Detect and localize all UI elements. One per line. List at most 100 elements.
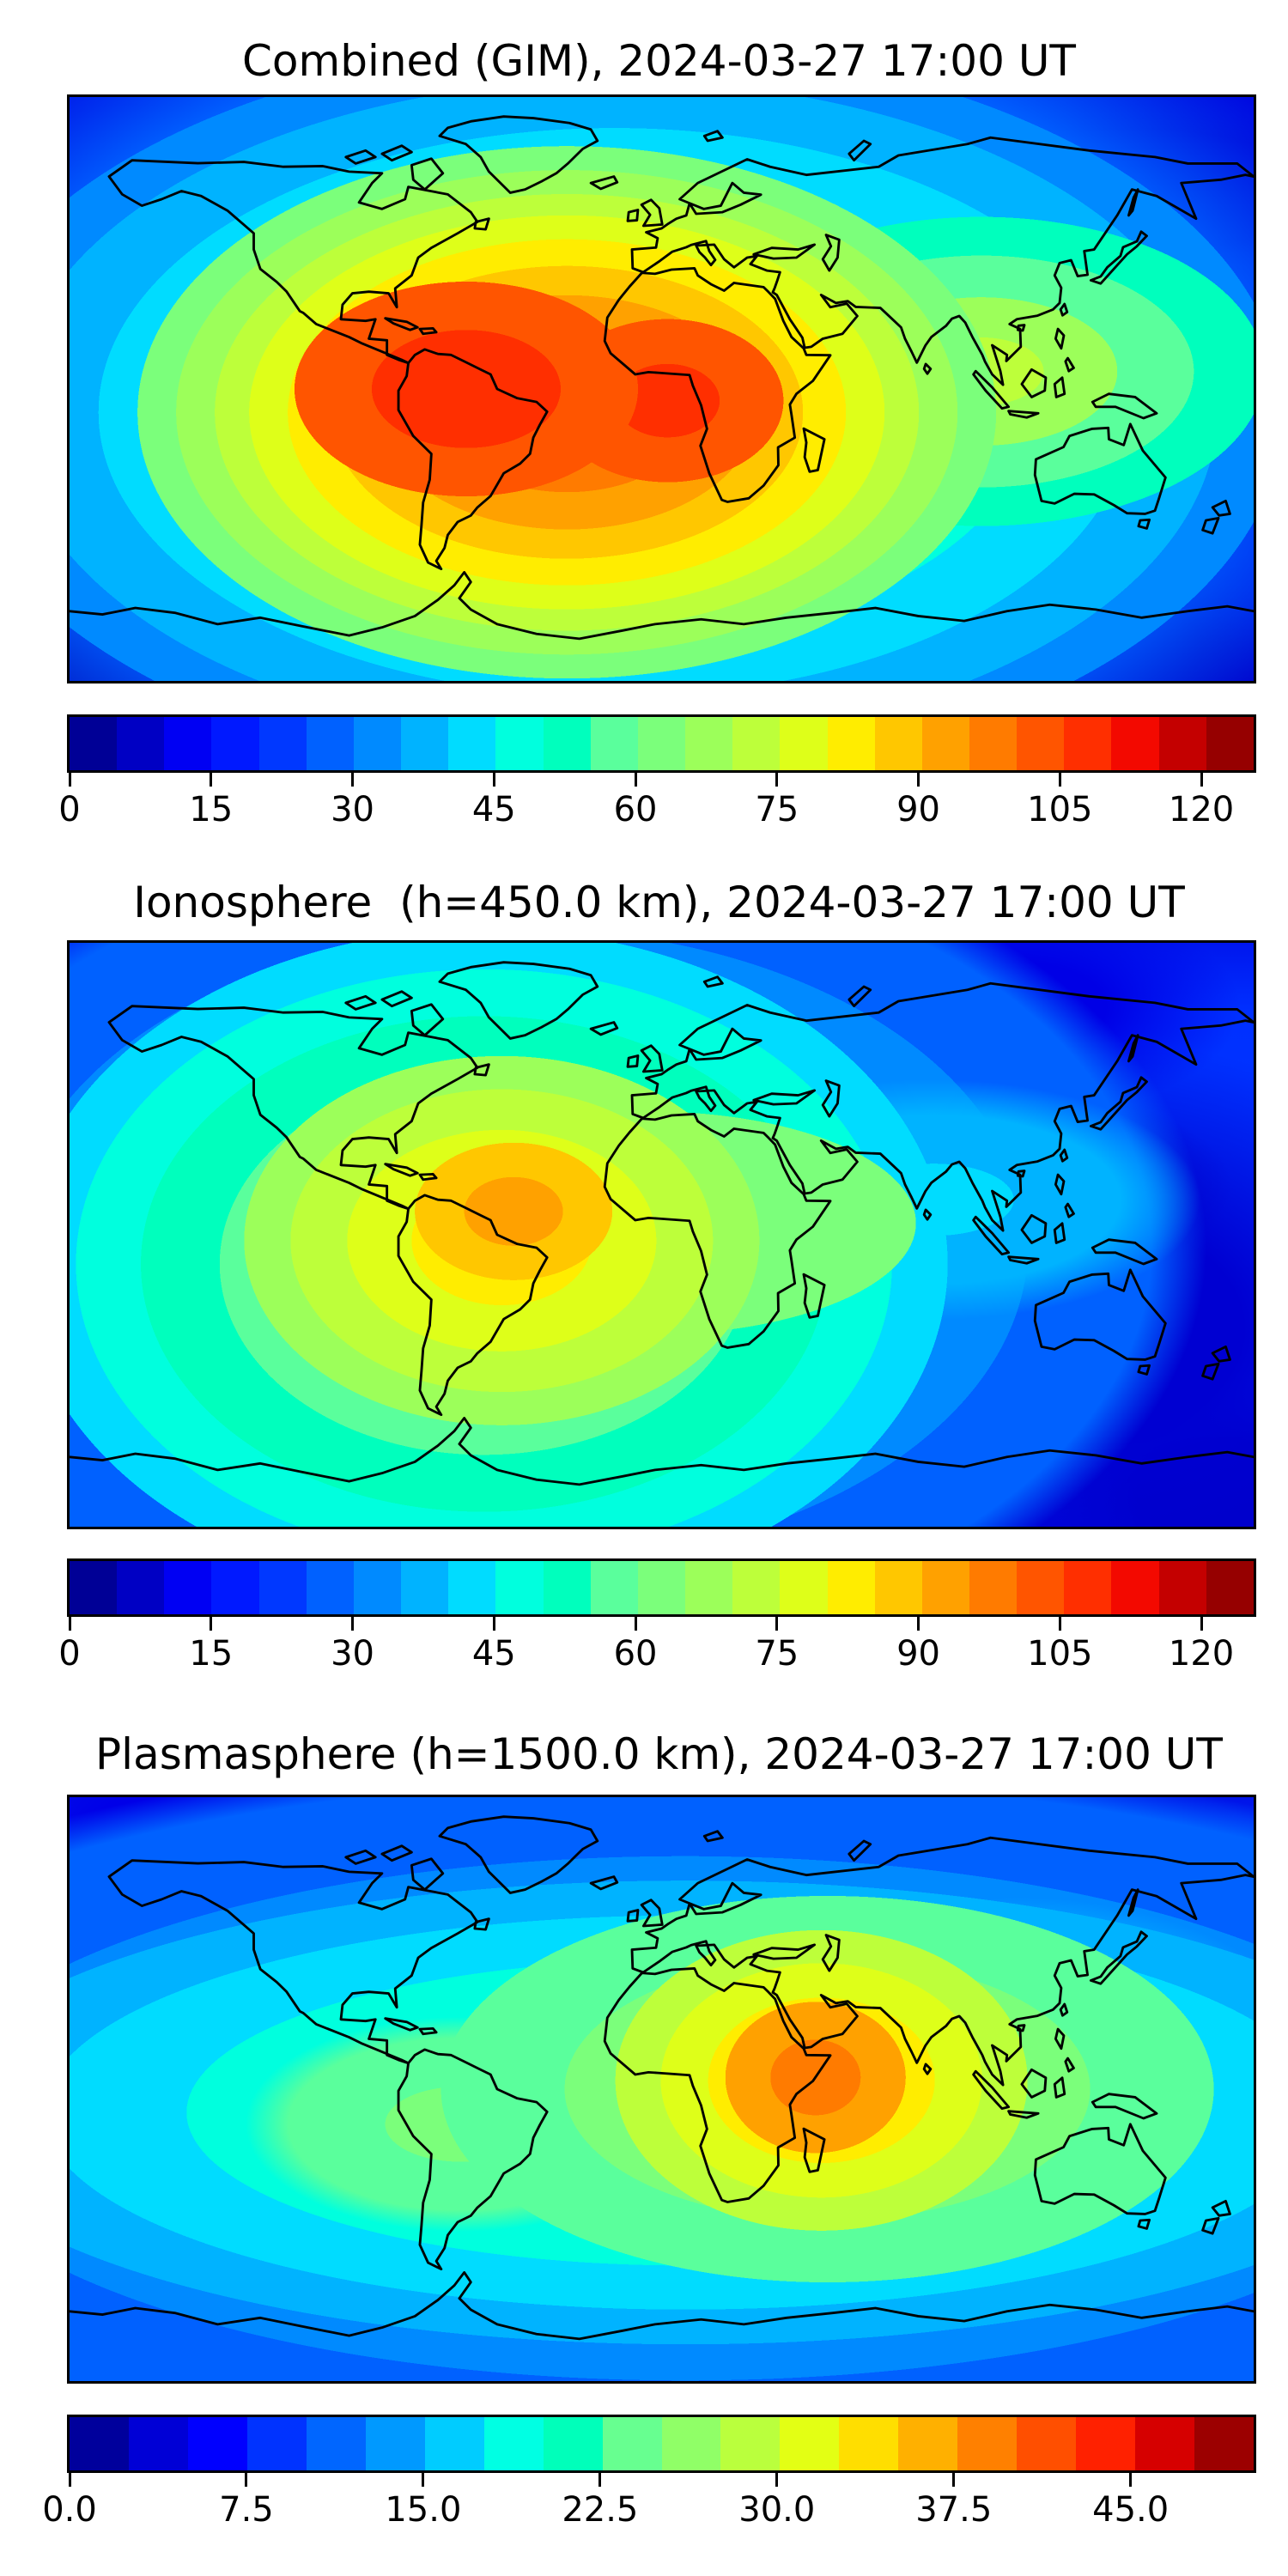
colorbar-segment bbox=[602, 2417, 662, 2470]
colorbar-tick bbox=[917, 1617, 920, 1631]
colorbar-segment bbox=[306, 1561, 354, 1614]
colorbar-segment bbox=[720, 2417, 781, 2470]
coastlines-overlay bbox=[70, 115, 1254, 641]
colorbar-tick-label: 45 bbox=[471, 790, 516, 829]
colorbar-segment bbox=[1017, 717, 1065, 770]
colorbar-segment bbox=[306, 2417, 366, 2470]
colorbar-tick bbox=[1200, 1617, 1203, 1631]
colorbar-tick-label: 120 bbox=[1168, 1634, 1235, 1674]
colorbar-tick bbox=[68, 1617, 71, 1631]
colorbar-tick bbox=[492, 773, 495, 787]
colorbar-tick-label: 60 bbox=[613, 790, 658, 829]
colorbar-segment bbox=[353, 1561, 402, 1614]
coastlines-overlay bbox=[70, 1815, 1254, 2341]
colorbar-segment bbox=[969, 1561, 1018, 1614]
colorbar-segment bbox=[353, 717, 402, 770]
colorbar-segment bbox=[732, 717, 781, 770]
colorbar-tick bbox=[210, 1617, 213, 1631]
colorbar-tick-label: 15 bbox=[189, 790, 234, 829]
colorbar-tick-label: 15 bbox=[189, 1634, 234, 1674]
colorbar-segment bbox=[921, 1561, 969, 1614]
colorbar-segment bbox=[1194, 2417, 1255, 2470]
colorbar-segment bbox=[70, 717, 118, 770]
colorbar-segment bbox=[258, 1561, 307, 1614]
colorbar-segment bbox=[827, 1561, 875, 1614]
colorbar-tick-label: 45 bbox=[471, 1634, 516, 1674]
colorbar-segment bbox=[483, 2417, 544, 2470]
colorbar-segment bbox=[898, 2417, 958, 2470]
map-ionosphere bbox=[67, 940, 1256, 1529]
colorbar-segment bbox=[874, 1561, 922, 1614]
colorbar-tick bbox=[917, 773, 920, 787]
map-plasmasphere bbox=[67, 1795, 1256, 2384]
colorbar-segment bbox=[117, 1561, 165, 1614]
colorbar-segment bbox=[164, 717, 212, 770]
colorbar-segment bbox=[780, 1561, 828, 1614]
colorbar-tick bbox=[775, 773, 779, 787]
colorbar-segment bbox=[780, 2417, 840, 2470]
colorbar-tick-label: 60 bbox=[613, 1634, 658, 1674]
colorbar-plasmasphere bbox=[67, 2415, 1256, 2473]
colorbar-segment bbox=[187, 2417, 247, 2470]
colorbar-tick-label: 90 bbox=[896, 1634, 940, 1674]
colorbar-segment bbox=[1158, 1561, 1206, 1614]
colorbar-segment bbox=[246, 2417, 307, 2470]
colorbar-segment bbox=[969, 717, 1018, 770]
colorbar-segment bbox=[306, 717, 354, 770]
colorbar-tick bbox=[210, 773, 213, 787]
colorbar-segment bbox=[685, 717, 733, 770]
colorbar-segment bbox=[365, 2417, 425, 2470]
colorbar-segment bbox=[117, 717, 165, 770]
colorbar-tick bbox=[1129, 2473, 1133, 2487]
colorbar-segment bbox=[70, 1561, 118, 1614]
colorbar-tick-label: 0 bbox=[58, 790, 81, 829]
colorbar-tick bbox=[351, 773, 355, 787]
colorbar-ionosphere bbox=[67, 1558, 1256, 1617]
colorbar-tick-label: 7.5 bbox=[219, 2490, 274, 2530]
colorbar-segment bbox=[258, 717, 307, 770]
colorbar-segment bbox=[401, 1561, 449, 1614]
colorbar-combined bbox=[67, 714, 1256, 773]
colorbar-tick-label: 105 bbox=[1027, 790, 1093, 829]
colorbar-segment bbox=[543, 717, 591, 770]
colorbar-segment bbox=[164, 1561, 212, 1614]
colorbar-segment bbox=[1111, 1561, 1159, 1614]
colorbar-tick bbox=[775, 1617, 779, 1631]
colorbar-segment bbox=[637, 1561, 686, 1614]
colorbar-tick bbox=[68, 773, 71, 787]
colorbar-segment bbox=[448, 717, 496, 770]
colorbar-segment bbox=[448, 1561, 496, 1614]
colorbar-segment bbox=[1135, 2417, 1195, 2470]
colorbar-ticks-ionosphere: 0 15 30 45 60 75 90 105 120 bbox=[58, 1617, 1249, 1684]
colorbar-segment bbox=[1017, 1561, 1065, 1614]
colorbar-tick bbox=[492, 1617, 495, 1631]
colorbar-ticks-combined: 0 15 30 45 60 75 90 105 120 bbox=[58, 773, 1249, 840]
colorbar-segment bbox=[495, 717, 544, 770]
colorbar-segment bbox=[874, 717, 922, 770]
colorbar-tick bbox=[1058, 773, 1061, 787]
colorbar-tick-label: 22.5 bbox=[562, 2490, 639, 2530]
colorbar-segment bbox=[780, 717, 828, 770]
colorbar-segment bbox=[1206, 717, 1254, 770]
colorbar-tick bbox=[68, 2473, 71, 2487]
colorbar-segment bbox=[1064, 1561, 1112, 1614]
colorbar-ticks-plasmasphere: 0.0 7.5 15.0 22.5 30.0 37.5 45.0 bbox=[42, 2473, 1249, 2540]
colorbar-segment bbox=[921, 717, 969, 770]
colorbar-segment bbox=[957, 2417, 1018, 2470]
panel-title-ionosphere: Ionosphere (h=450.0 km), 2024-03-27 17:0… bbox=[133, 878, 1185, 927]
colorbar-tick-label: 105 bbox=[1027, 1634, 1093, 1674]
colorbar-tick-label: 90 bbox=[896, 790, 940, 829]
colorbar-tick-label: 0 bbox=[58, 1634, 81, 1674]
panel-title-combined: Combined (GIM), 2024-03-27 17:00 UT bbox=[242, 36, 1076, 86]
colorbar-tick bbox=[351, 1617, 355, 1631]
colorbar-segment bbox=[1111, 717, 1159, 770]
colorbar-segment bbox=[211, 717, 259, 770]
colorbar-segment bbox=[637, 717, 686, 770]
colorbar-segment bbox=[827, 717, 875, 770]
panel-title-plasmasphere: Plasmasphere (h=1500.0 km), 2024-03-27 1… bbox=[95, 1729, 1223, 1779]
coastlines-overlay bbox=[70, 961, 1254, 1486]
colorbar-tick bbox=[245, 2473, 248, 2487]
colorbar-segment bbox=[401, 717, 449, 770]
map-combined bbox=[67, 94, 1256, 683]
